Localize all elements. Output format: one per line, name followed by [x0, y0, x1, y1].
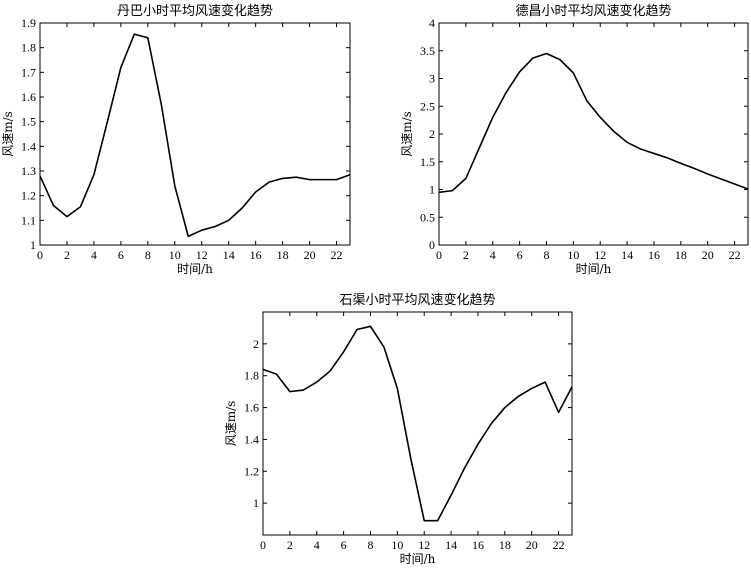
x-tick-label: 10 — [169, 248, 181, 262]
chart-dechang: 德昌小时平均风速变化趋势 0 2 4 6 8 10 12 14 16 18 20 22 0 0.5 1 1.5 2… — [400, 3, 749, 276]
series-line-0 — [438, 52, 749, 194]
x-axis-label: 时间/h — [400, 552, 436, 566]
x-tick-label: 18 — [499, 538, 511, 552]
y-tick-label: 1 — [253, 496, 259, 510]
y-tick-label: 4 — [429, 16, 435, 30]
x-tick-label: 22 — [729, 248, 741, 262]
x-tick-label: 6 — [517, 248, 523, 262]
y-tick-label: 1.3 — [21, 164, 36, 178]
y-tick-label: 1.1 — [21, 213, 36, 227]
y-axis-label: 风速m/s — [400, 111, 414, 157]
x-tick-label: 8 — [543, 248, 549, 262]
x-tick-label: 10 — [391, 538, 403, 552]
chart-danba: 丹巴小时平均风速变化趋势 0 2 4 6 8 10 12 14 16 18 20 22 1 1.1 1.2 1.… — [1, 3, 351, 276]
series-line-0 — [262, 325, 573, 522]
y-tick-label: 1.6 — [244, 401, 259, 415]
x-tick-label: 0 — [436, 248, 442, 262]
x-tick-label: 8 — [145, 248, 151, 262]
y-tick-label: 1.4 — [21, 139, 36, 153]
y-tick-label: 1.7 — [21, 65, 36, 79]
y-tick-label: 2 — [429, 127, 435, 141]
y-axis-label: 风速m/s — [1, 111, 15, 157]
x-tick-label: 20 — [526, 538, 538, 552]
x-tick-label: 22 — [553, 538, 565, 552]
plot-frame — [39, 22, 351, 246]
chart-title: 石渠小时平均风速变化趋势 — [339, 292, 495, 308]
x-tick-label: 4 — [490, 248, 496, 262]
x-tick-label: 6 — [341, 538, 347, 552]
x-tick-label: 18 — [675, 248, 687, 262]
x-tick-label: 14 — [223, 248, 235, 262]
x-tick-label: 16 — [472, 538, 484, 552]
y-tick-label: 0.5 — [420, 210, 435, 224]
y-tick-label: 1.5 — [21, 115, 36, 129]
y-tick-label: 3.5 — [420, 44, 435, 58]
x-axis-label: 时间/h — [177, 262, 213, 276]
y-tick-label: 1 — [429, 183, 435, 197]
x-tick-label: 2 — [463, 248, 469, 262]
x-tick-label: 10 — [567, 248, 579, 262]
y-tick-label: 1.4 — [244, 432, 259, 446]
x-tick-label: 0 — [260, 538, 266, 552]
x-tick-label: 8 — [367, 538, 373, 552]
y-tick-label: 1.2 — [21, 189, 36, 203]
y-tick-label: 1.5 — [420, 155, 435, 169]
x-tick-label: 18 — [277, 248, 289, 262]
x-tick-label: 12 — [418, 538, 430, 552]
x-tick-label: 2 — [64, 248, 70, 262]
chart-title: 丹巴小时平均风速变化趋势 — [117, 3, 273, 19]
x-tick-label: 14 — [445, 538, 457, 552]
x-tick-label: 2 — [287, 538, 293, 552]
x-tick-label: 20 — [702, 248, 714, 262]
y-tick-label: 1.6 — [21, 90, 36, 104]
x-tick-label: 4 — [91, 248, 97, 262]
y-tick-label: 2.5 — [420, 99, 435, 113]
y-tick-label: 1.8 — [21, 41, 36, 55]
x-tick-label: 12 — [196, 248, 208, 262]
chart-title: 德昌小时平均风速变化趋势 — [515, 3, 671, 19]
y-tick-label: 1.8 — [244, 369, 259, 383]
x-tick-label: 0 — [37, 248, 43, 262]
y-tick-label: 1 — [30, 238, 36, 252]
x-axis-label: 时间/h — [576, 262, 612, 276]
x-tick-label: 4 — [314, 538, 320, 552]
y-tick-label: 2 — [253, 337, 259, 351]
x-tick-label: 20 — [304, 248, 316, 262]
x-tick-label: 12 — [594, 248, 606, 262]
x-tick-label: 14 — [621, 248, 633, 262]
series-line-0 — [39, 33, 351, 238]
x-tick-label: 22 — [331, 248, 343, 262]
y-axis-label: 风速m/s — [224, 401, 238, 447]
chart-shiqu: 石渠小时平均风速变化趋势 0 2 4 6 8 10 12 14 16 18 20 22 1 1.2 1.4 1.… — [224, 292, 573, 566]
y-tick-label: 1.2 — [244, 464, 259, 478]
x-tick-label: 16 — [648, 248, 660, 262]
x-tick-label: 6 — [118, 248, 124, 262]
y-tick-label: 1.9 — [21, 16, 36, 30]
y-tick-label: 3 — [429, 72, 435, 86]
y-tick-label: 0 — [429, 238, 435, 252]
x-tick-label: 16 — [250, 248, 262, 262]
plot-frame — [262, 311, 573, 536]
